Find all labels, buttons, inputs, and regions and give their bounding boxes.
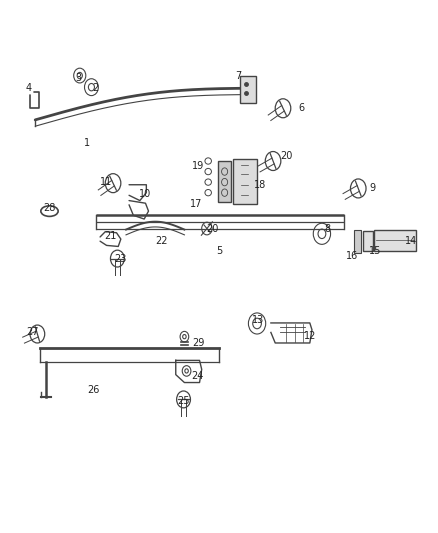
Text: 17: 17 <box>191 199 203 209</box>
Text: 22: 22 <box>155 236 168 246</box>
Bar <box>240 76 256 103</box>
Text: 12: 12 <box>304 331 316 341</box>
Text: 25: 25 <box>177 396 190 406</box>
Text: 13: 13 <box>252 316 264 325</box>
Text: 2: 2 <box>92 83 99 93</box>
Text: 29: 29 <box>192 338 205 348</box>
Text: 14: 14 <box>405 236 417 246</box>
Text: 10: 10 <box>139 189 152 199</box>
Text: 15: 15 <box>368 246 381 256</box>
Text: 27: 27 <box>26 327 39 337</box>
Text: 24: 24 <box>191 371 204 381</box>
Text: 7: 7 <box>235 70 242 80</box>
Text: 9: 9 <box>370 183 375 193</box>
Text: 21: 21 <box>104 231 116 241</box>
Text: 20: 20 <box>280 151 292 161</box>
Text: 1: 1 <box>84 138 90 148</box>
Bar <box>363 231 373 251</box>
Text: 26: 26 <box>88 385 100 395</box>
Bar <box>218 161 231 202</box>
Text: 16: 16 <box>346 251 358 261</box>
Text: 4: 4 <box>26 83 32 93</box>
Text: 18: 18 <box>254 180 266 190</box>
Bar <box>354 230 361 253</box>
Text: 5: 5 <box>216 246 222 256</box>
Text: 8: 8 <box>324 223 330 233</box>
Text: 28: 28 <box>43 204 56 214</box>
Bar <box>374 230 416 251</box>
Text: 20: 20 <box>206 223 219 233</box>
Text: 11: 11 <box>99 177 112 187</box>
Text: 23: 23 <box>114 254 127 264</box>
Bar <box>233 159 257 204</box>
Text: 3: 3 <box>75 72 81 83</box>
Text: 19: 19 <box>192 161 205 171</box>
Text: 6: 6 <box>298 103 304 114</box>
